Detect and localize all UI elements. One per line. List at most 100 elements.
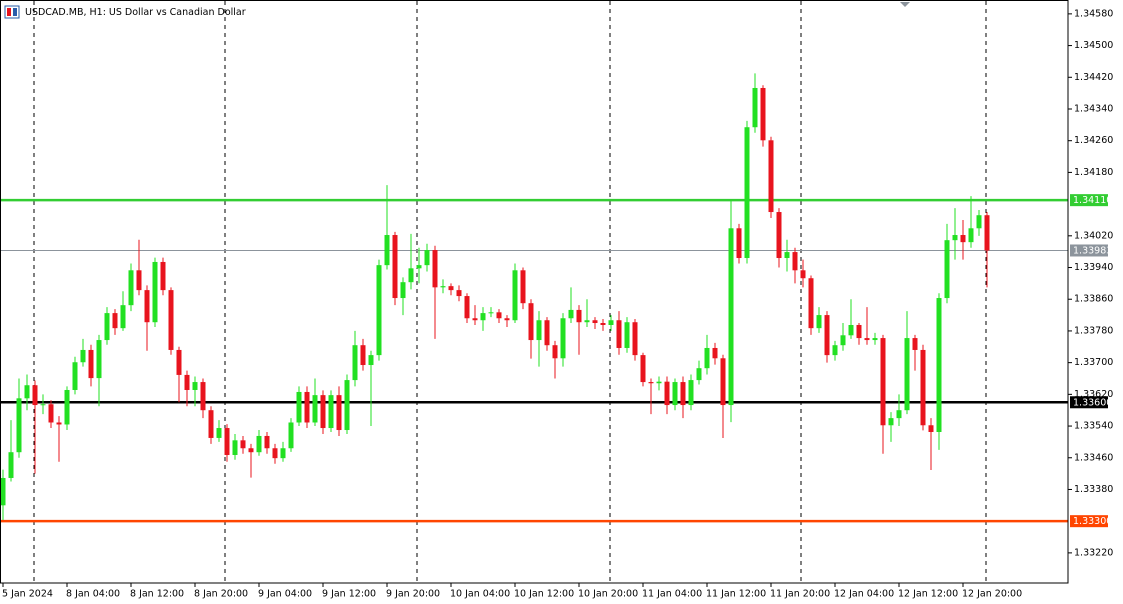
candle-body (232, 440, 238, 455)
candle-body (744, 127, 750, 259)
candle-body (48, 404, 54, 423)
price-label: 1.34110 (1073, 195, 1112, 206)
candle-body (792, 252, 798, 271)
candle-body (304, 391, 310, 423)
price-label-box (1070, 194, 1108, 207)
x-tick-label: 8 Jan 20:00 (194, 589, 248, 600)
candle-body (280, 448, 286, 459)
candle-body (848, 324, 854, 336)
candle-body (776, 212, 782, 259)
candle-body (168, 290, 174, 350)
candle-body (448, 286, 454, 291)
y-axis: 1.34580 1.34500 1.34420 1.34340 1.34260 1.341… (1068, 8, 1113, 558)
candle-body (664, 381, 670, 406)
candle-body (680, 382, 686, 406)
candle-body (936, 298, 942, 432)
candle-body (864, 338, 870, 341)
candle-body (256, 435, 262, 453)
candle-body (600, 323, 606, 325)
y-tick-label: 1.34340 (1074, 103, 1113, 114)
candle-body (912, 338, 918, 350)
candle-body (872, 338, 878, 341)
candle-body (72, 362, 78, 390)
candle-body (352, 345, 358, 381)
x-tick-label: 12 Jan 12:00 (898, 589, 958, 600)
candle-body (264, 435, 270, 449)
x-axis: 5 Jan 2024 8 Jan 04:00 8 Jan 12:00 8 Jan 20… (2, 583, 1022, 600)
candle-body (320, 395, 326, 429)
y-tick-label: 1.33780 (1074, 325, 1113, 336)
candle-body (16, 398, 22, 453)
candle-body (968, 228, 974, 243)
candle-body (768, 140, 774, 213)
candle-body (400, 282, 406, 299)
candle-body (648, 382, 654, 384)
candle-body (704, 347, 710, 369)
candle-body (752, 87, 758, 128)
candle-body (80, 349, 86, 363)
candle-body (688, 380, 694, 406)
candle-body (888, 418, 894, 426)
y-tick-label: 1.33860 (1074, 294, 1113, 305)
x-tick-label: 8 Jan 04:00 (66, 589, 120, 600)
candle-body (376, 265, 382, 356)
candle-body (144, 290, 150, 323)
candle-body (552, 345, 558, 359)
candle-body (64, 389, 70, 425)
candle-body (176, 349, 182, 375)
x-tick-label: 9 Jan 12:00 (322, 589, 376, 600)
candle-body (560, 318, 566, 359)
candle-body (248, 448, 254, 453)
candle-body (424, 250, 430, 266)
price-label: 1.33300 (1073, 516, 1112, 527)
candle-body (200, 382, 206, 411)
y-tick-label: 1.33380 (1074, 484, 1113, 495)
candle-body (608, 320, 614, 325)
x-tick-label: 5 Jan 2024 (2, 589, 53, 600)
chart-icon (7, 8, 11, 16)
x-tick-label: 11 Jan 12:00 (706, 589, 766, 600)
candle-body (208, 410, 214, 438)
y-tick-label: 1.33540 (1074, 421, 1113, 432)
candle-body (96, 340, 102, 379)
y-tick-label: 1.33220 (1074, 547, 1113, 558)
candle-body (840, 335, 846, 346)
candle-body (712, 347, 718, 359)
candle-body (584, 320, 590, 323)
candle-body (728, 228, 734, 406)
candle-body (696, 368, 702, 381)
x-tick-label: 12 Jan 20:00 (962, 589, 1022, 600)
candles (0, 73, 990, 520)
candle-body (456, 290, 462, 297)
x-tick-label: 11 Jan 20:00 (770, 589, 830, 600)
candle-body (976, 215, 982, 229)
candle-body (464, 296, 470, 319)
candle-body (568, 309, 574, 319)
candle-body (120, 305, 126, 329)
candle-body (344, 380, 350, 431)
candle-body (784, 252, 790, 259)
candle-body (528, 303, 534, 341)
candle-body (56, 422, 62, 425)
candle-body (960, 235, 966, 243)
y-tick-label: 1.34260 (1074, 135, 1113, 146)
candle-body (8, 452, 14, 478)
candle-body (472, 318, 478, 321)
candle-body (40, 404, 46, 406)
candle-body (184, 374, 190, 390)
candle-body (368, 355, 374, 366)
day-separators (33, 1, 987, 583)
candle-body (360, 345, 366, 366)
candle-body (240, 440, 246, 449)
candle-body (640, 355, 646, 383)
price-label-box (1070, 515, 1108, 528)
candle-body (384, 235, 390, 266)
candle-body (856, 324, 862, 339)
candle-body (192, 382, 198, 390)
candle-body (984, 215, 990, 251)
shift-marker (900, 2, 910, 7)
candle-body (632, 322, 638, 356)
candle-body (904, 338, 910, 411)
x-tick-label: 9 Jan 04:00 (258, 589, 312, 600)
